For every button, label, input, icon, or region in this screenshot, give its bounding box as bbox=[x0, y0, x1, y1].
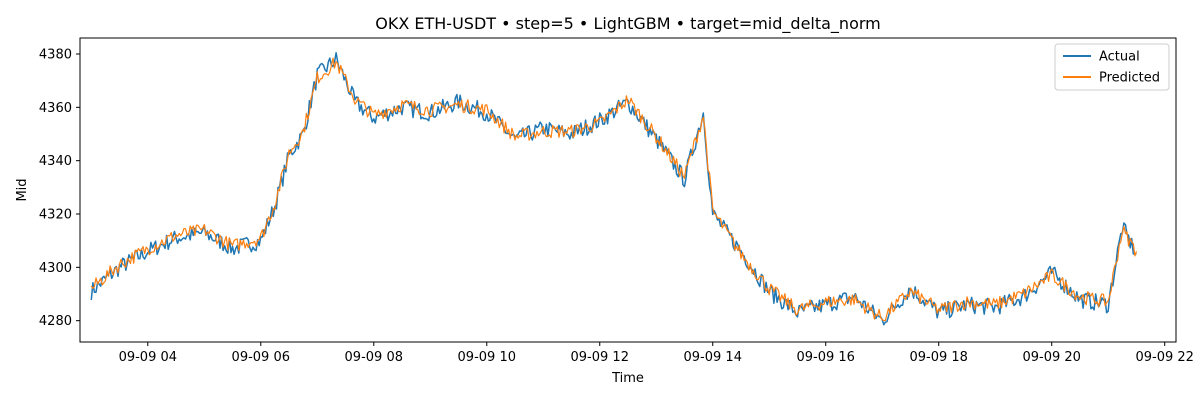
y-tick-label: 4360 bbox=[39, 101, 72, 116]
x-tick-label: 09-09 20 bbox=[1022, 350, 1080, 365]
legend: Actual Predicted bbox=[1054, 43, 1170, 91]
plot-area bbox=[80, 38, 1176, 342]
y-tick-label: 4380 bbox=[39, 48, 72, 63]
x-tick-label: 09-09 18 bbox=[909, 350, 967, 365]
series-line-actual bbox=[90, 51, 1137, 326]
y-tick-label: 4340 bbox=[39, 154, 72, 169]
y-tick-label: 4280 bbox=[39, 314, 72, 329]
x-tick-label: 09-09 16 bbox=[797, 350, 855, 365]
x-tick-label: 09-09 10 bbox=[458, 350, 516, 365]
x-tick-label: 09-09 04 bbox=[119, 350, 177, 365]
y-tick-label: 4320 bbox=[39, 208, 72, 223]
x-tick-label: 09-09 22 bbox=[1135, 350, 1193, 365]
chart-title: OKX ETH-USDT • step=5 • LightGBM • targe… bbox=[375, 14, 881, 34]
series-line-predicted bbox=[90, 57, 1138, 322]
series-layer bbox=[90, 51, 1138, 326]
legend-label-actual: Actual bbox=[1099, 50, 1140, 65]
y-axis-label: Mid bbox=[15, 178, 30, 201]
x-tick-label: 09-09 14 bbox=[684, 350, 742, 365]
x-axis: 09-09 04 09-09 06 09-09 08 09-09 10 09-09 12… bbox=[119, 342, 1194, 365]
x-tick-label: 09-09 12 bbox=[571, 350, 629, 365]
y-tick-label: 4300 bbox=[39, 261, 72, 276]
x-axis-label: Time bbox=[611, 371, 644, 386]
x-tick-label: 09-09 06 bbox=[232, 350, 290, 365]
legend-label-predicted: Predicted bbox=[1099, 71, 1160, 86]
y-axis: 4280 4300 4320 4340 4360 4380 bbox=[39, 48, 80, 329]
x-tick-label: 09-09 08 bbox=[345, 350, 403, 365]
plot-frame bbox=[79, 37, 1177, 343]
